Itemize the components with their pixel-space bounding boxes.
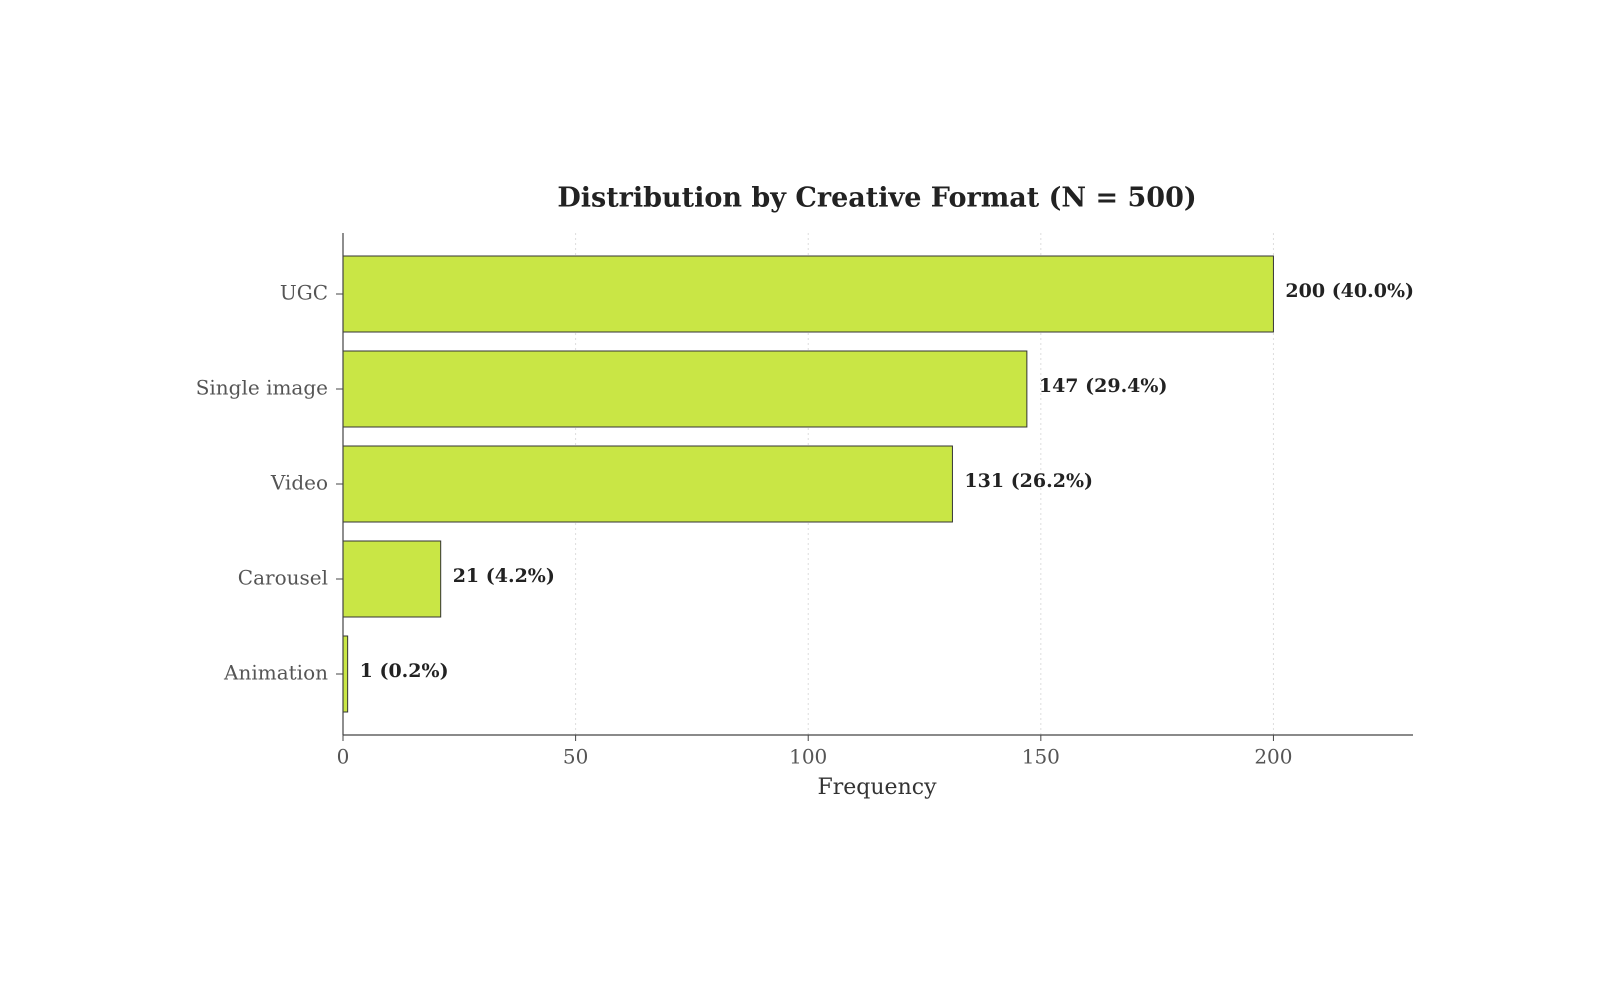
y-tick-label: UGC — [280, 281, 328, 305]
bar — [342, 350, 1028, 428]
x-tick-label: 0 — [337, 745, 350, 769]
y-tick-label: Animation — [223, 661, 328, 685]
chart-title: Distribution by Creative Format (N = 500… — [557, 183, 1196, 214]
x-tick-label: 50 — [563, 745, 588, 769]
x-axis-label: Frequency — [818, 775, 938, 800]
value-label: 1 (0.2%) — [360, 660, 449, 682]
y-tick-label: Video — [270, 471, 328, 495]
x-tick-label: 200 — [1254, 745, 1292, 769]
bar — [342, 635, 349, 713]
x-tick-label: 150 — [1022, 745, 1060, 769]
value-label: 131 (26.2%) — [964, 470, 1093, 492]
value-label: 147 (29.4%) — [1039, 375, 1168, 397]
bar — [342, 255, 1274, 333]
y-tick-label: Carousel — [238, 566, 328, 590]
value-label: 21 (4.2%) — [453, 565, 555, 587]
bar — [342, 445, 953, 523]
bar — [342, 540, 442, 618]
x-tick-label: 100 — [789, 745, 827, 769]
value-label: 200 (40.0%) — [1285, 280, 1414, 302]
y-tick-label: Single image — [196, 376, 328, 400]
